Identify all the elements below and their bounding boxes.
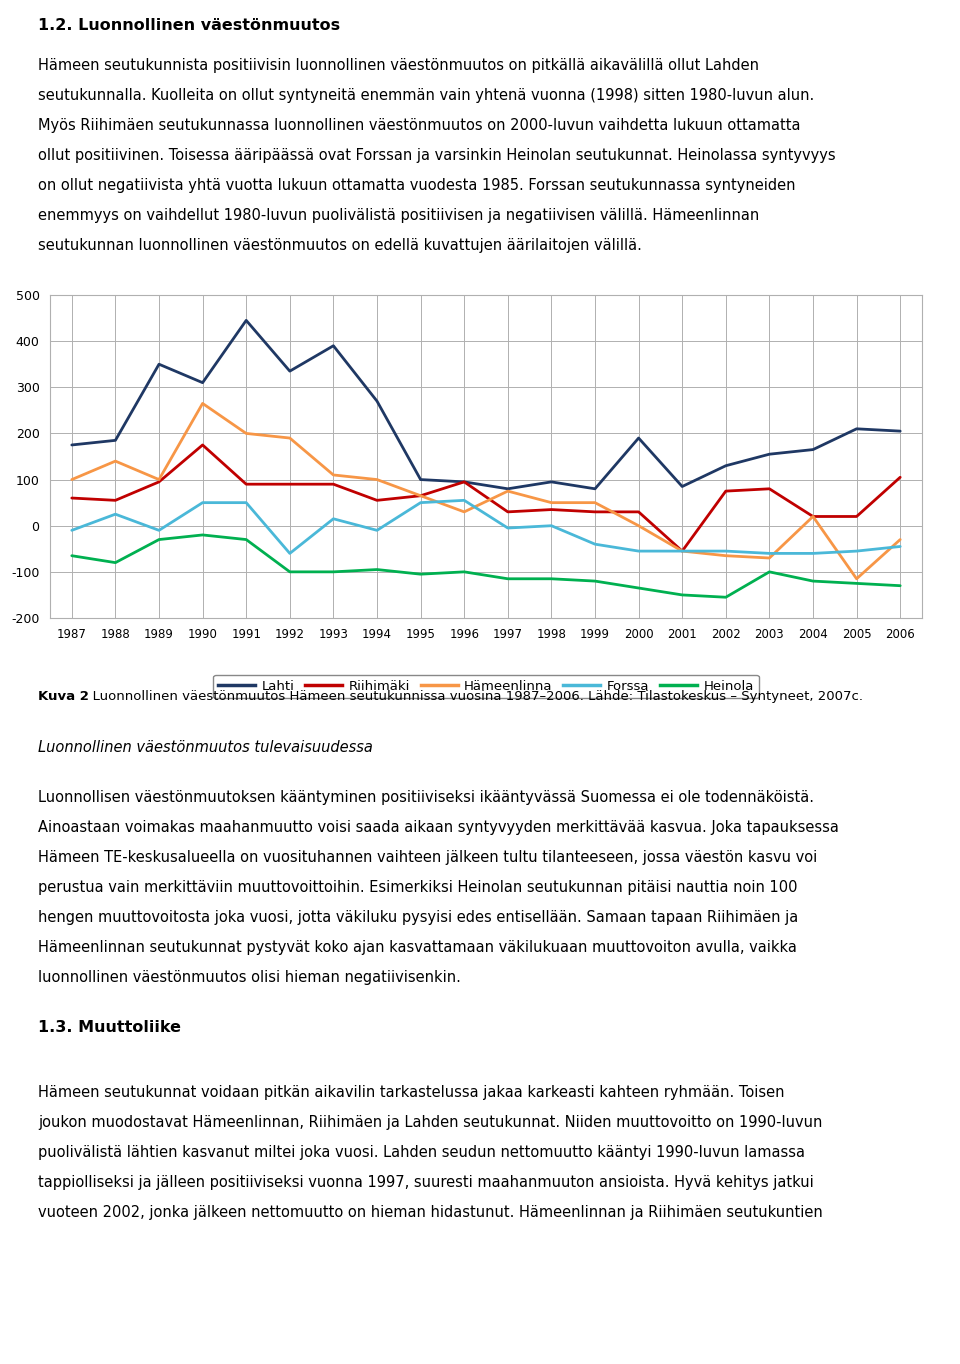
Text: vuoteen 2002, jonka jälkeen nettomuutto on hieman hidastunut. Hämeenlinnan ja Ri: vuoteen 2002, jonka jälkeen nettomuutto …	[38, 1204, 823, 1219]
Text: : Luonnollinen väestönmuutos Hämeen seutukunnissa vuosina 1987–2006. Lähde: Tila: : Luonnollinen väestönmuutos Hämeen seut…	[84, 690, 863, 702]
Text: joukon muodostavat Hämeenlinnan, Riihimäen ja Lahden seutukunnat. Niiden muuttov: joukon muodostavat Hämeenlinnan, Riihimä…	[38, 1114, 823, 1129]
Legend: Lahti, Riihimäki, Hämeenlinna, Forssa, Heinola: Lahti, Riihimäki, Hämeenlinna, Forssa, H…	[213, 675, 759, 698]
Text: enemmyys on vaihdellut 1980-luvun puolivälistä positiivisen ja negatiivisen väli: enemmyys on vaihdellut 1980-luvun puoliv…	[38, 207, 759, 222]
Text: Myös Riihimäen seutukunnassa luonnollinen väestönmuutos on 2000-luvun vaihdetta : Myös Riihimäen seutukunnassa luonnolline…	[38, 119, 801, 134]
Text: Luonnollisen väestönmuutoksen kääntyminen positiiviseksi ikääntyvässä Suomessa e: Luonnollisen väestönmuutoksen kääntymine…	[38, 790, 814, 805]
Text: ollut positiivinen. Toisessa ääripäässä ovat Forssan ja varsinkin Heinolan seutu: ollut positiivinen. Toisessa ääripäässä …	[38, 149, 835, 164]
Text: Luonnollinen väestönmuutos tulevaisuudessa: Luonnollinen väestönmuutos tulevaisuudes…	[38, 741, 372, 756]
Text: 1.3. Muuttoliike: 1.3. Muuttoliike	[38, 1020, 181, 1035]
Text: hengen muuttovoitosta joka vuosi, jotta väkiluku pysyisi edes entisellään. Samaa: hengen muuttovoitosta joka vuosi, jotta …	[38, 910, 799, 925]
Text: luonnollinen väestönmuutos olisi hieman negatiivisenkin.: luonnollinen väestönmuutos olisi hieman …	[38, 970, 461, 985]
Text: perustua vain merkittäviin muuttovoittoihin. Esimerkiksi Heinolan seutukunnan pi: perustua vain merkittäviin muuttovoittoi…	[38, 880, 798, 895]
Text: Kuva 2: Kuva 2	[38, 690, 89, 702]
Text: seutukunnan luonnollinen väestönmuutos on edellä kuvattujen äärilaitojen välillä: seutukunnan luonnollinen väestönmuutos o…	[38, 237, 642, 252]
Text: 1.2. Luonnollinen väestönmuutos: 1.2. Luonnollinen väestönmuutos	[38, 18, 340, 33]
Text: Hämeen seutukunnista positiivisin luonnollinen väestönmuutos on pitkällä aikaväl: Hämeen seutukunnista positiivisin luonno…	[38, 59, 759, 74]
Text: on ollut negatiivista yhtä vuotta lukuun ottamatta vuodesta 1985. Forssan seutuk: on ollut negatiivista yhtä vuotta lukuun…	[38, 177, 796, 192]
Text: Ainoastaan voimakas maahanmuutto voisi saada aikaan syntyvyyden merkittävää kasv: Ainoastaan voimakas maahanmuutto voisi s…	[38, 820, 839, 835]
Text: seutukunnalla. Kuolleita on ollut syntyneitä enemmän vain yhtenä vuonna (1998) s: seutukunnalla. Kuolleita on ollut syntyn…	[38, 89, 814, 104]
Text: puolivälistä lähtien kasvanut miltei joka vuosi. Lahden seudun nettomuutto käänt: puolivälistä lähtien kasvanut miltei jok…	[38, 1144, 805, 1159]
Text: Hämeen seutukunnat voidaan pitkän aikavilin tarkastelussa jakaa karkeasti kahtee: Hämeen seutukunnat voidaan pitkän aikavi…	[38, 1084, 784, 1099]
Text: Hämeenlinnan seutukunnat pystyvät koko ajan kasvattamaan väkilukuaan muuttovoito: Hämeenlinnan seutukunnat pystyvät koko a…	[38, 940, 797, 955]
Text: tappiolliseksi ja jälleen positiiviseksi vuonna 1997, suuresti maahanmuuton ansi: tappiolliseksi ja jälleen positiiviseksi…	[38, 1174, 814, 1189]
Text: Hämeen TE-keskusalueella on vuosituhannen vaihteen jälkeen tultu tilanteeseen, j: Hämeen TE-keskusalueella on vuosituhanne…	[38, 850, 817, 865]
